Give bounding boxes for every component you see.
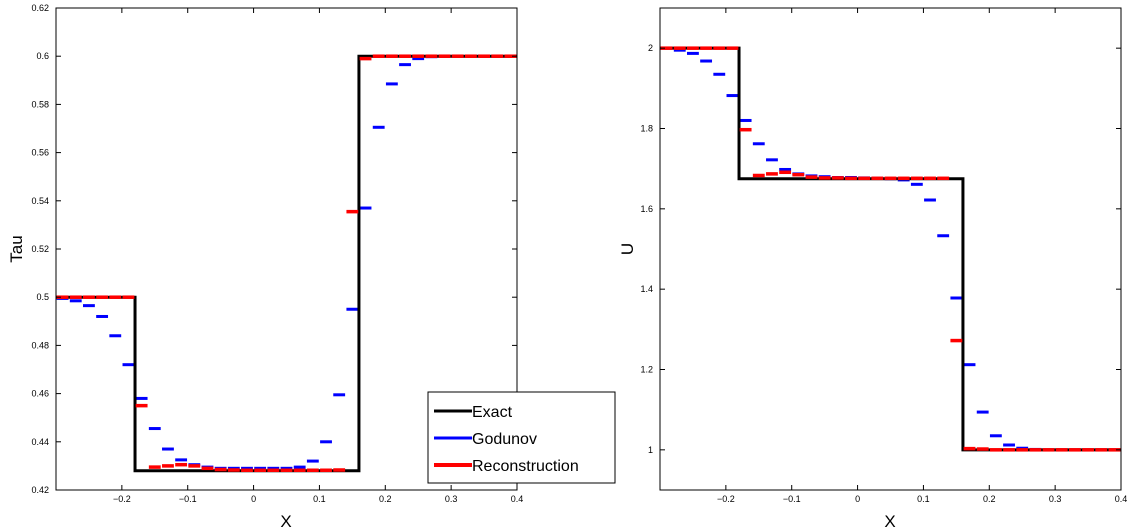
- tau-y-axis-label: Tau: [7, 235, 26, 262]
- u-x-tick-label: −0.1: [783, 494, 801, 504]
- u-x-tick-label: 0.4: [1115, 494, 1128, 504]
- u-y-tick-label: 1.4: [640, 284, 653, 294]
- tau-y-tick-label: 0.42: [31, 485, 49, 495]
- tau-x-tick-label: −0.2: [113, 494, 131, 504]
- legend: Exact Godunov Reconstruction: [427, 391, 616, 484]
- legend-label-exact: Exact: [472, 404, 513, 421]
- u-y-axis-label: U: [618, 243, 637, 255]
- u-y-tick-label: 1.6: [640, 204, 653, 214]
- tau-x-tick-label: 0.3: [445, 494, 458, 504]
- tau-ticks-layer: −0.2 −0.1 0 0.1 0.2 0.3 0.4 0.42 0.44 0.46 0.48 0.5…: [31, 3, 523, 504]
- tau-x-tick-label: −0.1: [179, 494, 197, 504]
- tau-y-tick-label: 0.54: [31, 196, 49, 206]
- u-x-tick-label: 0: [855, 494, 860, 504]
- u-plot-frame: [659, 7, 1122, 491]
- u-series-layer: [660, 46, 1121, 452]
- legend-label-godunov: Godunov: [472, 431, 537, 448]
- u-ticks-layer: −0.2 −0.1 0 0.1 0.2 0.3 0.4 1 1.2 1.4 1.6 1.8 2: [640, 8, 1127, 504]
- tau-y-tick-label: 0.6: [36, 51, 49, 61]
- tau-y-tick-label: 0.56: [31, 148, 49, 158]
- tau-y-tick-label: 0.48: [31, 340, 49, 350]
- u-y-tick-label: 1: [648, 445, 653, 455]
- u-x-tick-label: 0.1: [917, 494, 930, 504]
- tau-x-tick-label: 0: [251, 494, 256, 504]
- u-x-axis-label: X: [884, 512, 895, 530]
- u-y-tick-label: 1.2: [640, 365, 653, 375]
- tau-x-axis-label: X: [280, 512, 291, 530]
- legend-label-reconstruction: Reconstruction: [472, 458, 579, 475]
- u-x-tick-label: 0.3: [1049, 494, 1062, 504]
- u-chart: −0.2 −0.1 0 0.1 0.2 0.3 0.4 1 1.2 1.4 1.6 1.8 2 X U: [618, 7, 1127, 530]
- tau-y-tick-label: 0.62: [31, 3, 49, 13]
- u-y-tick-label: 2: [648, 43, 653, 53]
- u-x-tick-label: −0.2: [717, 494, 735, 504]
- u-x-tick-label: 0.2: [983, 494, 996, 504]
- tau-y-tick-label: 0.46: [31, 389, 49, 399]
- tau-x-tick-label: 0.2: [379, 494, 392, 504]
- tau-x-tick-label: 0.1: [313, 494, 326, 504]
- tau-y-tick-label: 0.58: [31, 99, 49, 109]
- tau-chart: −0.2 −0.1 0 0.1 0.2 0.3 0.4 0.42 0.44 0.46 0.48 0.5…: [7, 3, 616, 530]
- u-y-tick-label: 1.8: [640, 124, 653, 134]
- u-plot-area: [660, 8, 1121, 490]
- tau-y-tick-label: 0.52: [31, 244, 49, 254]
- tau-y-tick-label: 0.44: [31, 437, 49, 447]
- tau-y-tick-label: 0.5: [36, 292, 49, 302]
- tau-x-tick-label: 0.4: [511, 494, 524, 504]
